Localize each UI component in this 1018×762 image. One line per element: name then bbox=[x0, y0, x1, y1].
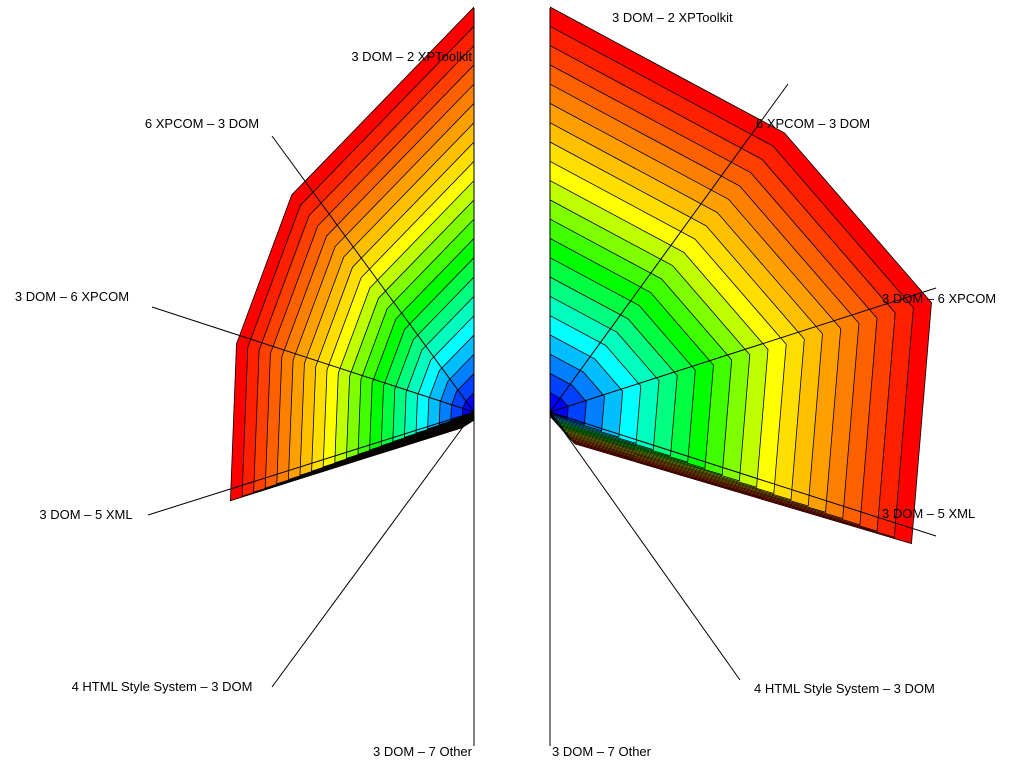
axis-label: 3 DOM – 2 XPToolkit bbox=[351, 49, 472, 64]
axis-spoke bbox=[549, 287, 937, 413]
right-radar-panel: 3 DOM – 2 XPToolkit 6 XPCOM – 3 DOM 3 DOM … bbox=[549, 6, 996, 759]
axis-label: 6 XPCOM – 3 DOM bbox=[145, 116, 259, 131]
axis-spoke bbox=[271, 135, 475, 413]
radar-bands bbox=[229, 6, 474, 502]
axis-spoke bbox=[549, 411, 937, 537]
axis-label: 3 DOM – 6 XPCOM bbox=[15, 289, 129, 304]
axis-label: 3 DOM – 2 XPToolkit bbox=[612, 10, 733, 25]
axis-label: 4 HTML Style System – 3 DOM bbox=[72, 679, 253, 694]
axis-label: 3 DOM – 7 Other bbox=[373, 744, 473, 759]
axis-label: 3 DOM – 5 XML bbox=[882, 506, 975, 521]
axis-label: 6 XPCOM – 3 DOM bbox=[756, 116, 870, 131]
axis-label: 4 HTML Style System – 3 DOM bbox=[754, 681, 935, 696]
radar-bands bbox=[550, 6, 932, 544]
axis-spoke bbox=[549, 83, 789, 413]
axis-spoke bbox=[271, 411, 475, 688]
radar-band bbox=[550, 392, 569, 419]
axis-label: 3 DOM – 6 XPCOM bbox=[882, 291, 996, 306]
axis-spoke bbox=[151, 306, 475, 413]
axis-spoke bbox=[147, 411, 475, 516]
axis-label: 3 DOM – 5 XML bbox=[39, 507, 132, 522]
axis-label: 3 DOM – 7 Other bbox=[552, 744, 652, 759]
left-radar-panel: 3 DOM – 2 XPToolkit 6 XPCOM – 3 DOM 3 DOM … bbox=[15, 6, 475, 759]
axis-spoke bbox=[549, 411, 741, 681]
